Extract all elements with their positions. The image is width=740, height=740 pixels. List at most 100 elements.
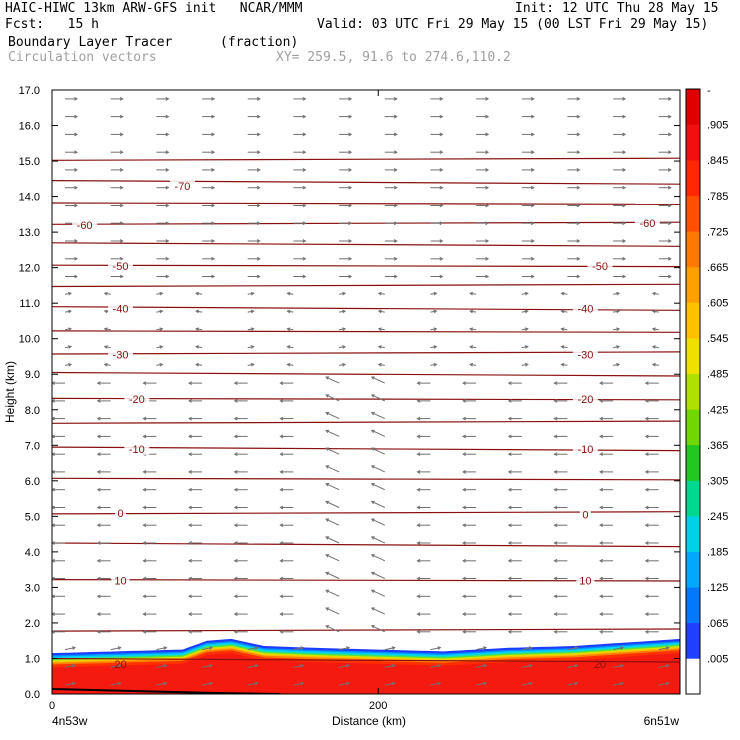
temperature-contour [52,657,680,663]
contour-label-bg [115,506,127,519]
circulation-vector-head [599,487,604,492]
temperature-contour [52,420,680,424]
circulation-vector-head [103,345,108,349]
circulation-vector-head [250,291,255,296]
circulation-vector-head [96,523,101,528]
circulation-vector-head [52,381,55,386]
header-cross-section-coords: XY= 259.5, 91.6 to 274.6,110.2 [276,50,511,65]
circulation-vector-head [622,203,627,208]
circulation-vector-head [622,114,627,119]
circulation-vector-head [96,452,101,457]
circulation-vector-head [599,381,604,386]
circulation-vector-head [622,150,627,155]
circulation-vector-head [300,646,305,650]
circulation-vector-head [553,434,558,439]
circulation-vector-head [188,505,192,510]
circulation-vector-head [528,664,533,668]
circulation-vector-head [622,274,627,279]
colorbar-swatch [686,551,700,588]
circulation-vector-head [159,327,164,332]
circulation-vector-head [74,168,79,172]
circulation-vector-head [142,576,147,581]
circulation-vector [156,647,167,651]
circulation-vector-head [233,381,238,386]
circulation-vector-head [667,274,672,279]
circulation-vector [110,682,121,686]
circulation-vector-head [599,541,604,545]
circulation-vector-head [507,434,512,439]
temperature-contour [52,221,680,225]
circulation-vector-head [195,309,200,314]
circulation-vector-head [254,664,259,668]
circulation-vector-head [348,168,353,172]
circulation-vector-head [209,664,214,668]
colorbar-tick-label: .065 [707,618,728,630]
circulation-vector-head [279,576,284,581]
circulation-vector-head [485,185,490,190]
circulation-vector-head [142,594,147,599]
colorbar-swatch [686,195,700,232]
plot-frame [51,89,681,695]
circulation-vector-head [462,541,466,545]
circulation-vector [658,647,669,651]
circulation-vector-head [433,362,438,367]
temperature-contour [52,330,680,333]
circulation-vector-head [256,114,261,119]
circulation-vector-head [188,416,192,421]
circulation-vector-head [576,132,581,137]
circulation-vector-head [576,185,581,190]
circulation-vector [156,682,167,686]
circulation-vector [325,412,340,420]
circulation-vector-head [103,327,108,332]
circulation-vector-head [119,114,124,119]
circulation-vector-head [300,681,305,686]
circulation-vector-head [348,132,353,137]
circulation-vector-head [254,681,259,686]
contour-label: 10 [579,575,591,587]
circulation-vector-head [68,291,73,296]
circulation-vector-head [325,571,330,576]
y-tick-label: 11.0 [19,298,40,310]
circulation-vector [371,554,386,562]
circulation-vector-head [507,398,512,403]
colorbar-tick-label: .125 [707,582,728,594]
circulation-vector-head [553,612,558,616]
circulation-vector-head [302,114,307,119]
circulation-vector-head [165,203,170,208]
circulation-vector-head [667,114,672,119]
temperature-contour [52,264,680,268]
circulation-vector-head [211,203,216,208]
circulation-vector-head [507,416,512,421]
circulation-vector-head [644,523,649,528]
circulation-vector-head [644,541,649,545]
circulation-vector-head [439,256,444,261]
circulation-vector-head [622,185,627,190]
circulation-vector-head [576,150,581,155]
circulation-vector [384,682,395,686]
circulation-vector [371,518,386,526]
circulation-vector-head [119,256,124,261]
circulation-vector [521,664,532,668]
circulation-vector-head [348,150,353,155]
temperature-contour [52,157,680,161]
circulation-vector-head [233,523,238,528]
circulation-vector-head [433,291,438,296]
circulation-vector-head [119,150,124,155]
circulation-vector-head [433,309,438,314]
circulation-vector-head [485,256,490,261]
circulation-vector-head [209,681,214,686]
circulation-vector-head [68,362,73,367]
circulation-vector-head [574,646,579,650]
circulation-vector [371,394,386,402]
circulation-vector [325,501,340,508]
circulation-vector-head [279,434,284,439]
circulation-vector-head [370,411,375,416]
circulation-vector [325,518,340,526]
circulation-vector-head [165,256,170,261]
colorbar-tick-label: .905 [707,120,728,132]
circulation-vector-head [302,96,307,101]
circulation-vector-head [667,150,672,155]
circulation-vector-head [485,239,490,243]
circulation-vector-head [667,239,672,243]
circulation-vector-head [279,416,284,421]
